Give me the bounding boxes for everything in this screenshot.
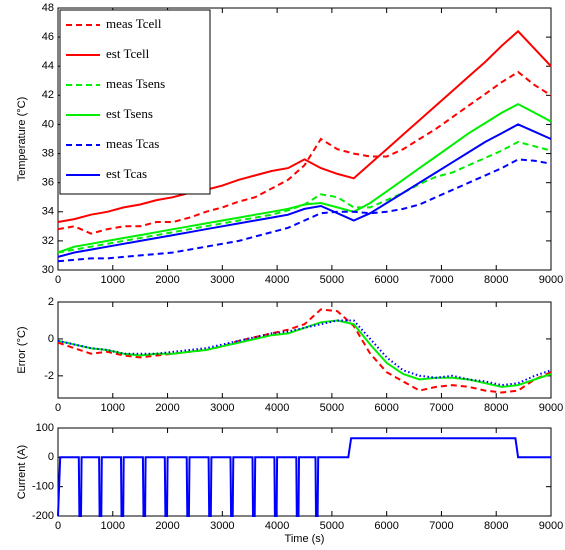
y-tick-label: 2 xyxy=(48,296,54,308)
x-tick-label: 1000 xyxy=(101,520,125,532)
y-tick-label: -2 xyxy=(44,370,54,382)
y-tick-label: 36 xyxy=(42,177,54,189)
legend-label: est Tcell xyxy=(106,46,150,61)
y-tick-label: 40 xyxy=(42,118,54,130)
x-tick-label: 0 xyxy=(55,274,61,286)
x-tick-label: 2000 xyxy=(155,274,179,286)
x-tick-label: 4000 xyxy=(265,274,289,286)
series-line xyxy=(57,102,552,254)
legend-label: meas Tsens xyxy=(106,76,165,91)
y-axis-label: Error (°C) xyxy=(16,326,28,373)
y-tick-label: 100 xyxy=(36,422,54,434)
y-tick-label: 30 xyxy=(42,264,54,276)
x-tick-label: 5000 xyxy=(320,402,344,414)
x-tick-label: 0 xyxy=(55,402,61,414)
y-axis-label: Temperature (°C) xyxy=(16,97,28,181)
legend-label: est Tsens xyxy=(106,106,153,121)
x-tick-label: 5000 xyxy=(320,274,344,286)
y-tick-label: 48 xyxy=(42,2,54,14)
x-tick-label: 2000 xyxy=(155,402,179,414)
legend-label: est Tcas xyxy=(106,166,147,181)
y-tick-label: -100 xyxy=(32,481,54,493)
x-tick-label: 4000 xyxy=(265,402,289,414)
y-tick-label: 32 xyxy=(42,235,54,247)
x-axis-label: Time (s) xyxy=(285,533,325,545)
series-line xyxy=(57,123,552,258)
x-tick-label: 3000 xyxy=(210,402,234,414)
y-tick-label: 0 xyxy=(48,333,54,345)
axes-box xyxy=(57,301,552,399)
y-tick-label: -200 xyxy=(32,510,54,522)
x-tick-label: 8000 xyxy=(484,274,508,286)
legend-label: meas Tcas xyxy=(106,136,159,151)
legend-label: meas Tcell xyxy=(106,16,162,31)
x-tick-label: 9000 xyxy=(539,402,563,414)
x-tick-label: 2000 xyxy=(155,520,179,532)
x-tick-label: 9000 xyxy=(539,274,563,286)
x-tick-label: 8000 xyxy=(484,520,508,532)
series-line xyxy=(57,437,551,517)
x-tick-label: 7000 xyxy=(429,520,453,532)
axes-box xyxy=(57,427,552,517)
y-tick-label: 34 xyxy=(42,206,54,218)
y-tick-label: 42 xyxy=(42,89,54,101)
x-tick-label: 6000 xyxy=(374,402,398,414)
x-tick-label: 9000 xyxy=(539,520,563,532)
series-line xyxy=(57,70,552,235)
x-tick-label: 1000 xyxy=(101,402,125,414)
y-tick-label: 0 xyxy=(48,451,54,463)
x-tick-label: 5000 xyxy=(320,520,344,532)
y-tick-label: 46 xyxy=(42,31,54,43)
x-tick-label: 3000 xyxy=(210,274,234,286)
x-tick-label: 6000 xyxy=(374,520,398,532)
series-line xyxy=(57,319,552,388)
x-tick-label: 7000 xyxy=(429,402,453,414)
x-tick-label: 4000 xyxy=(265,520,289,532)
series-line xyxy=(57,29,552,223)
series-line xyxy=(57,158,552,263)
series-line xyxy=(57,319,552,387)
x-tick-label: 8000 xyxy=(484,402,508,414)
x-tick-label: 1000 xyxy=(101,274,125,286)
x-tick-label: 6000 xyxy=(374,274,398,286)
x-tick-label: 3000 xyxy=(210,520,234,532)
y-tick-label: 44 xyxy=(42,60,54,72)
series-line xyxy=(57,308,552,394)
x-tick-label: 7000 xyxy=(429,274,453,286)
legend-box xyxy=(59,9,211,195)
y-axis-label: Current (A) xyxy=(16,445,28,499)
x-tick-label: 0 xyxy=(55,520,61,532)
y-tick-label: 38 xyxy=(42,147,54,159)
